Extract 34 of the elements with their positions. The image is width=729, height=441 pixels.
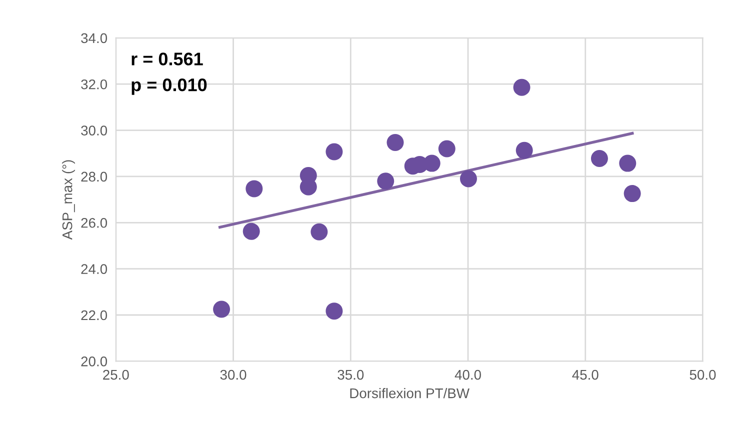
point (326, 302, 343, 320)
x-tick-label: 25.0 (103, 370, 129, 380)
point (590, 150, 608, 167)
point (516, 142, 533, 159)
y-tick-label: 24.0 (81, 264, 108, 274)
annotation: r = 0.561 (132, 52, 203, 66)
point (377, 172, 394, 190)
point (619, 154, 636, 172)
point (310, 223, 328, 240)
x-tick-label: 45.0 (572, 370, 598, 380)
y-axis-title: ASP_max (°) (62, 160, 75, 240)
x-axis-title: Dorsiflexion PT/BW (350, 388, 470, 398)
y-tick-label: 22.0 (81, 310, 108, 320)
point (460, 170, 477, 188)
y-tick-label: 30.0 (81, 126, 108, 136)
x-tick-label: 35.0 (338, 370, 364, 380)
x-tick-label: 40.0 (454, 370, 481, 380)
y-tick-label: 28.0 (81, 172, 108, 182)
point (423, 154, 440, 172)
annotation: p = 0.010 (132, 78, 207, 95)
x-tick-label: 30.0 (220, 370, 246, 380)
point (438, 140, 456, 158)
y-tick-label: 26.0 (81, 218, 108, 228)
x-tick-label: 50.0 (690, 370, 716, 380)
y-tick-label: 20.0 (81, 356, 108, 366)
point (624, 185, 641, 202)
point (326, 143, 343, 160)
y-tick-label: 34.0 (81, 33, 108, 44)
point (246, 180, 263, 198)
point (213, 300, 230, 318)
point (513, 78, 530, 96)
point (386, 134, 404, 152)
point (242, 222, 260, 240)
y-tick-label: 32.0 (81, 79, 108, 90)
